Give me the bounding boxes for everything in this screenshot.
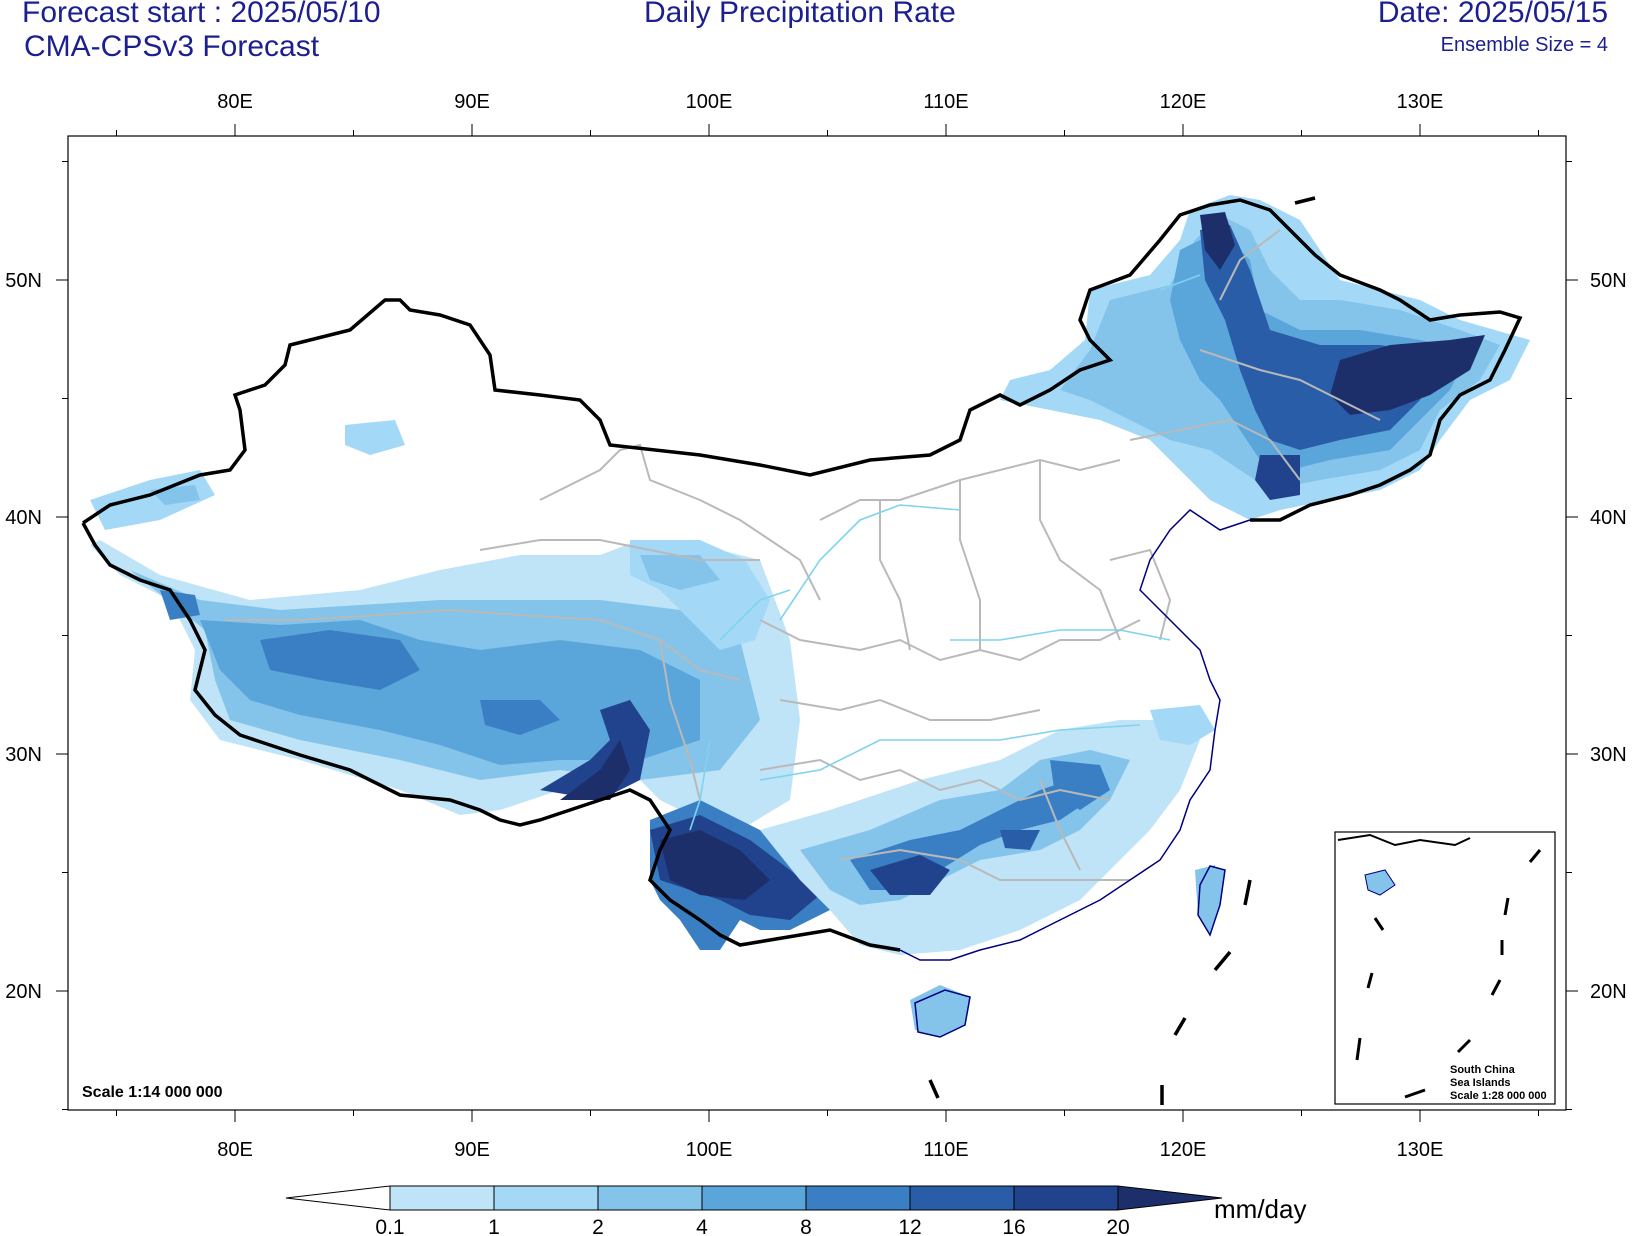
model-label: CMA-CPSv3 Forecast xyxy=(24,30,320,63)
lat-label: 40N xyxy=(1590,507,1627,529)
lat-label: 50N xyxy=(5,270,42,292)
colorbar-box xyxy=(597,1185,703,1211)
lon-label: 100E xyxy=(686,1139,733,1161)
lat-label: 40N xyxy=(5,507,42,529)
national-border xyxy=(82,198,1523,525)
inset-scale: Scale 1:28 000 000 xyxy=(1450,1090,1547,1102)
lon-label: 120E xyxy=(1160,91,1207,113)
colorbar-level-label: 2 xyxy=(592,1216,604,1236)
hainan-island xyxy=(914,989,971,1038)
map-content: South China Sea Islands Scale 1:28 000 0… xyxy=(81,195,1556,1105)
colorbar-level-label: 1 xyxy=(488,1216,500,1236)
lon-label: 130E xyxy=(1397,1139,1444,1161)
coastline xyxy=(899,509,1251,961)
lon-label: 130E xyxy=(1397,91,1444,113)
south-china-sea-inset: South China Sea Islands Scale 1:28 000 0… xyxy=(1334,831,1556,1105)
inset-title-line2: Sea Islands xyxy=(1450,1077,1511,1089)
lon-label: 120E xyxy=(1160,1139,1207,1161)
rivers xyxy=(689,274,1201,831)
colorbar-level-label: 8 xyxy=(800,1216,812,1236)
inset-title-line1: South China xyxy=(1450,1064,1516,1076)
colorbar-box xyxy=(805,1185,911,1211)
precip-yunnan xyxy=(650,800,840,950)
province-boundaries xyxy=(225,229,1381,881)
lat-labels-right: 50N 40N 30N 20N xyxy=(1590,270,1627,1003)
lon-label: 90E xyxy=(454,1139,490,1161)
axis-ticks xyxy=(56,124,1578,1122)
map-title: Daily Precipitation Rate xyxy=(644,0,956,29)
colorbar-level-label: 16 xyxy=(1002,1216,1025,1236)
lat-label: 30N xyxy=(5,744,42,766)
maritime-dashes xyxy=(928,196,1316,1105)
lat-label: 20N xyxy=(5,981,42,1003)
colorbar-unit-label: mm/day xyxy=(1214,1194,1306,1224)
colorbar-box xyxy=(1013,1185,1119,1211)
lon-labels-top: 80E 90E 100E 110E 120E 130E xyxy=(217,91,1443,113)
colorbar-box xyxy=(389,1185,495,1211)
lon-label: 100E xyxy=(686,91,733,113)
colorbar-box xyxy=(493,1185,599,1211)
lon-label: 110E xyxy=(923,1139,968,1161)
lat-labels-left: 50N 40N 30N 20N xyxy=(5,270,42,1003)
lat-label: 20N xyxy=(1590,981,1627,1003)
colorbar-level-label: 0.1 xyxy=(375,1216,404,1236)
colorbar-box xyxy=(909,1185,1015,1211)
colorbar-level-label: 20 xyxy=(1106,1216,1129,1236)
colorbar: 0.1 1 2 4 8 12 16 20 xyxy=(285,1185,1223,1236)
lon-label: 110E xyxy=(923,91,968,113)
lon-label: 90E xyxy=(454,91,490,113)
lon-label: 80E xyxy=(217,91,253,113)
colorbar-level-label: 4 xyxy=(696,1216,708,1236)
forecast-start-label: Forecast start : 2025/05/10 xyxy=(22,0,381,29)
main-scale-label: Scale 1:14 000 000 xyxy=(82,1084,223,1101)
southwest-border xyxy=(81,522,901,952)
colorbar-max-triangle xyxy=(1117,1185,1223,1211)
colorbar-level-label: 12 xyxy=(898,1216,921,1236)
taiwan-island xyxy=(1197,865,1226,937)
lat-label: 30N xyxy=(1590,744,1627,766)
lon-label: 80E xyxy=(217,1139,253,1161)
lon-labels-bottom: 80E 90E 100E 110E 120E 130E xyxy=(217,1139,1443,1161)
colorbar-min-triangle xyxy=(285,1185,391,1211)
ensemble-size-label: Ensemble Size = 4 xyxy=(1440,34,1608,56)
lat-label: 50N xyxy=(1590,270,1627,292)
valid-date-label: Date: 2025/05/15 xyxy=(1377,0,1608,29)
colorbar-box xyxy=(701,1185,807,1211)
precip-west xyxy=(90,420,800,830)
